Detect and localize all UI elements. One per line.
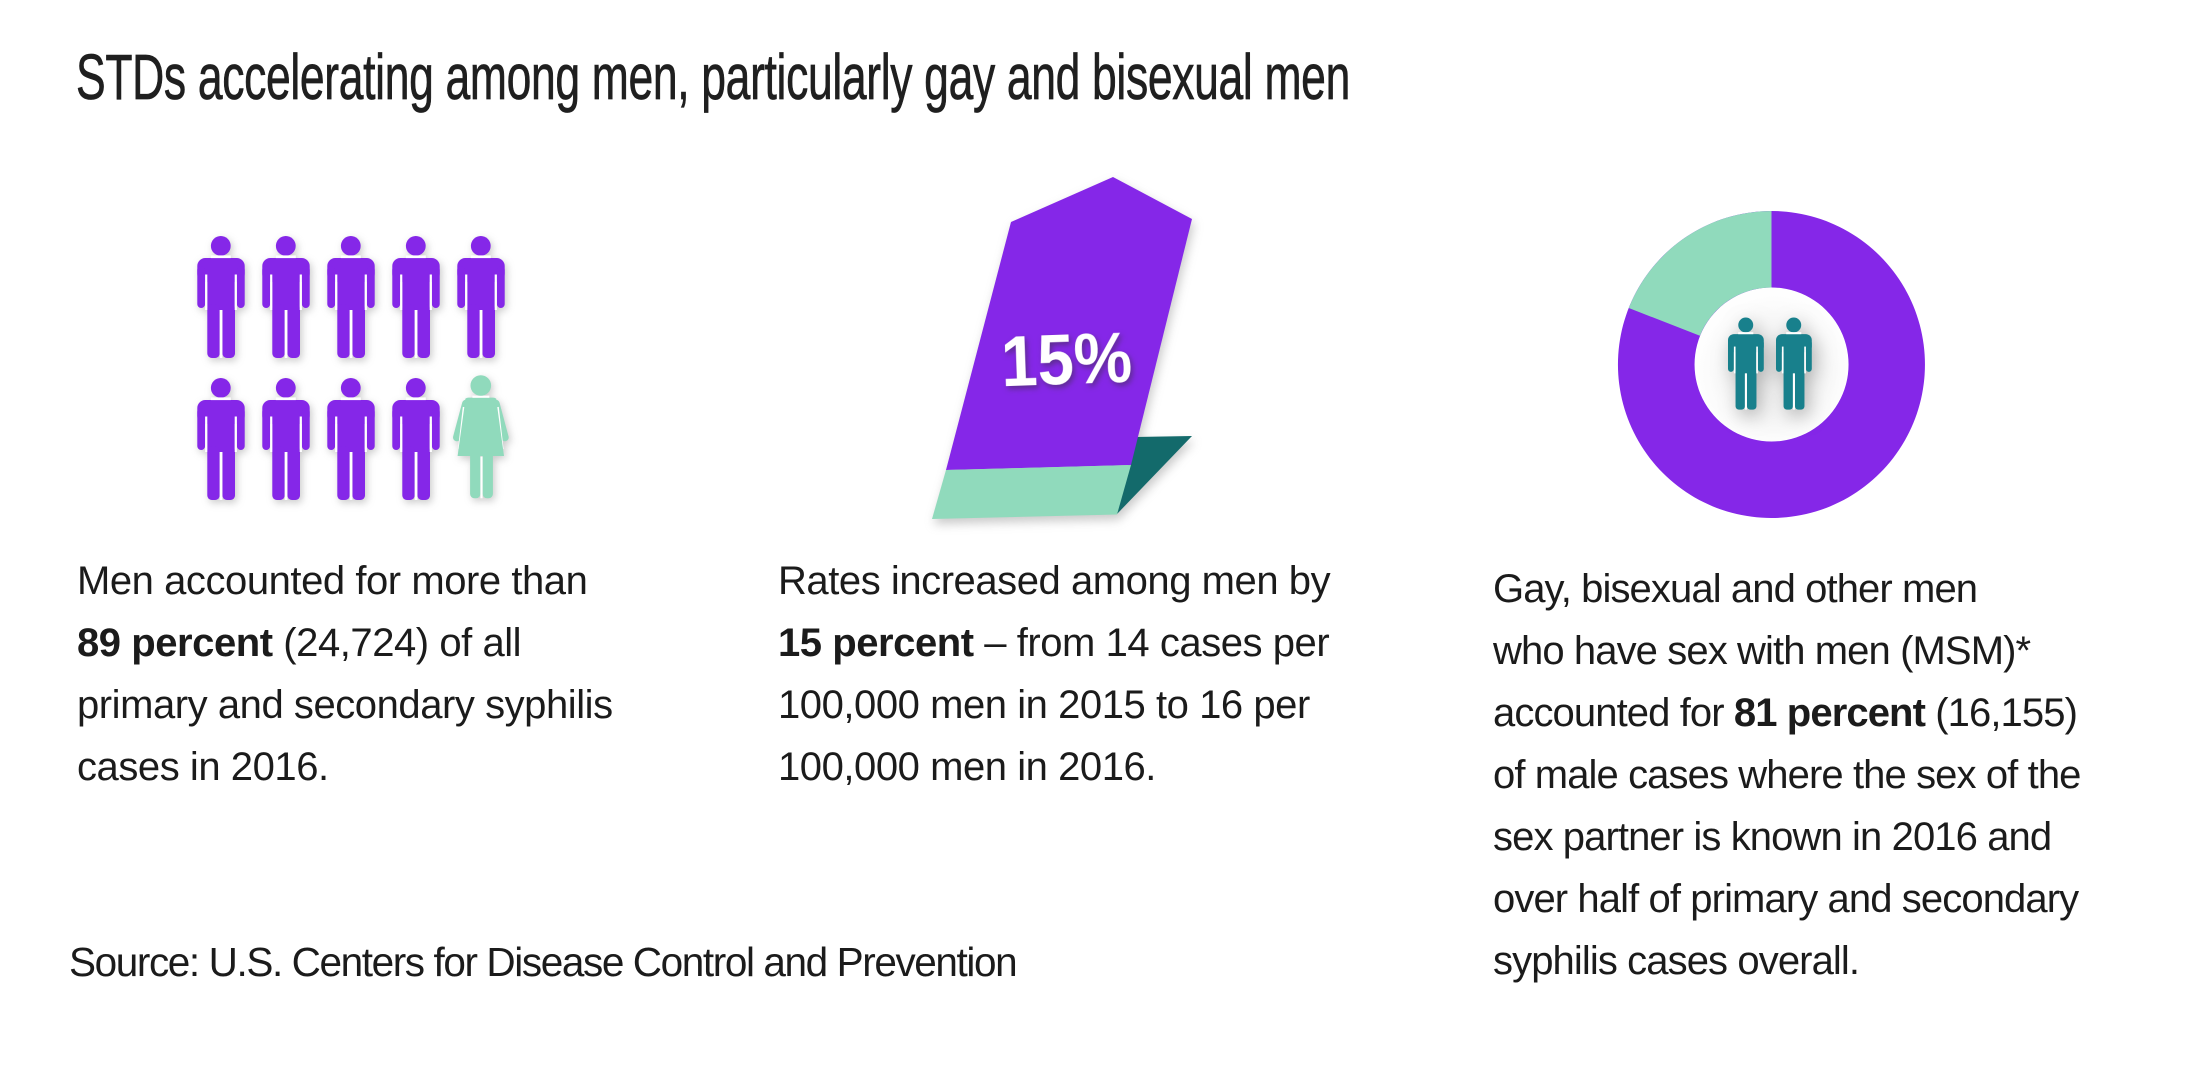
svg-text:15%: 15% (1000, 319, 1134, 403)
